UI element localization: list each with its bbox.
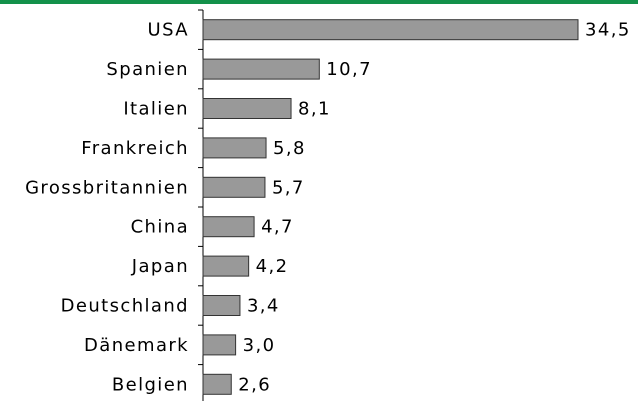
value-label: 2,6 [238,374,271,395]
value-label: 8,1 [298,99,331,120]
category-label: Deutschland [61,296,189,317]
category-label: Spanien [106,59,189,80]
bar [202,137,267,159]
bar [202,19,579,41]
top-rule [0,0,638,4]
bar [202,295,241,316]
bar [202,58,320,80]
bar [202,334,237,356]
value-label: 3,4 [247,296,280,317]
category-label: Grossbritannien [25,177,189,198]
category-label: Dänemark [84,335,189,356]
bar [202,176,266,198]
category-label: Belgien [112,374,189,395]
value-label: 5,8 [273,138,306,159]
bar [202,216,255,238]
value-label: 4,2 [256,256,289,277]
category-label: Italien [123,99,189,120]
category-label: USA [148,20,189,41]
bar [202,98,292,119]
value-label: 34,5 [585,20,631,41]
category-label: Frankreich [81,138,189,159]
value-label: 4,7 [261,217,294,238]
value-label: 3,0 [243,335,276,356]
value-label: 5,7 [272,177,305,198]
category-label: Japan [131,256,189,277]
category-label: China [131,217,189,238]
bar [202,255,250,277]
value-label: 10,7 [326,59,372,80]
bar [202,373,232,395]
